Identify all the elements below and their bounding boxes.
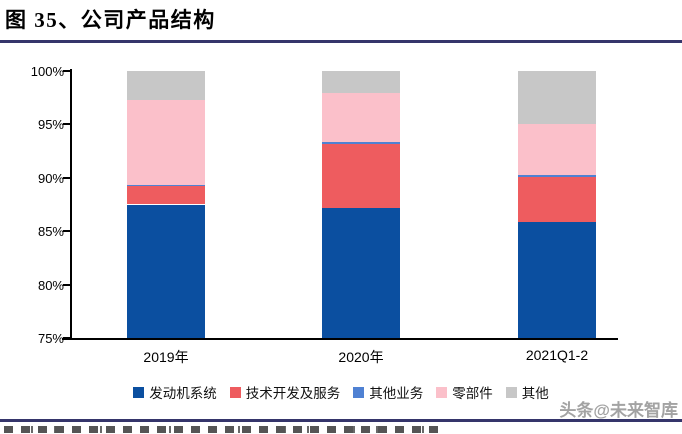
bar-segment-其他业务	[127, 185, 205, 187]
y-axis-tick	[63, 230, 71, 233]
figure-title: 图 35、公司产品结构	[5, 8, 216, 32]
y-axis-tick-label: 100%	[30, 64, 64, 79]
legend-label: 零部件	[452, 386, 493, 401]
legend-label: 发动机系统	[149, 386, 217, 401]
legend-item-其他业务: 其他业务	[353, 382, 423, 402]
y-axis-tick	[63, 123, 71, 126]
bar-segment-零部件	[127, 99, 205, 186]
bar-segment-其他	[127, 71, 205, 100]
bar-segment-发动机系统	[322, 207, 400, 338]
watermark-text: 头条@未来智库	[559, 401, 678, 420]
legend-swatch-icon	[133, 386, 145, 398]
legend-item-零部件: 零部件	[436, 382, 493, 402]
x-axis-category-label: 2021Q1-2	[525, 347, 589, 363]
bottom-divider-line	[0, 419, 682, 422]
y-axis-tick	[63, 176, 71, 179]
bar-segment-技术开发及服务	[518, 176, 596, 222]
y-axis-tick-label: 95%	[37, 117, 64, 133]
bar-segment-其他业务	[518, 174, 596, 177]
y-axis-tick-label: 90%	[37, 170, 64, 186]
bar-segment-其他	[322, 71, 400, 94]
chart-legend: 发动机系统 技术开发及服务 其他业务 零部件 其他	[0, 382, 682, 402]
legend-label: 技术开发及服务	[245, 386, 341, 401]
legend-item-其他: 其他	[505, 382, 549, 402]
bar-segment-技术开发及服务	[322, 143, 400, 208]
title-divider-line	[0, 40, 682, 43]
legend-swatch-icon	[353, 386, 365, 398]
y-axis-tick-label: 85%	[37, 224, 64, 240]
legend-swatch-icon	[436, 386, 448, 398]
bar-segment-发动机系统	[127, 204, 205, 338]
x-axis-category-label: 2019年	[143, 349, 189, 365]
clipped-text-fragments	[4, 426, 444, 433]
bar-segment-技术开发及服务	[127, 186, 205, 205]
x-axis-category-label: 2020年	[338, 349, 384, 365]
y-axis-tick	[63, 337, 71, 339]
bar-segment-发动机系统	[518, 221, 596, 338]
y-axis-tick	[63, 70, 71, 72]
legend-item-技术开发及服务: 技术开发及服务	[229, 382, 341, 402]
bar-segment-零部件	[322, 93, 400, 143]
bar-segment-其他业务	[322, 142, 400, 144]
bar-segment-其他	[518, 71, 596, 125]
legend-label: 其他	[521, 386, 549, 401]
legend-swatch-icon	[505, 386, 517, 398]
y-axis-tick	[63, 283, 71, 286]
bar-segment-零部件	[518, 124, 596, 175]
y-axis-line	[70, 69, 72, 340]
stacked-bar-plot-area	[70, 71, 617, 338]
legend-item-发动机系统: 发动机系统	[133, 382, 217, 402]
legend-label: 其他业务	[369, 386, 424, 401]
legend-swatch-icon	[229, 386, 241, 398]
x-axis-line	[62, 338, 618, 340]
y-axis-tick-label: 75%	[37, 331, 64, 346]
y-axis-tick-label: 80%	[37, 277, 64, 293]
